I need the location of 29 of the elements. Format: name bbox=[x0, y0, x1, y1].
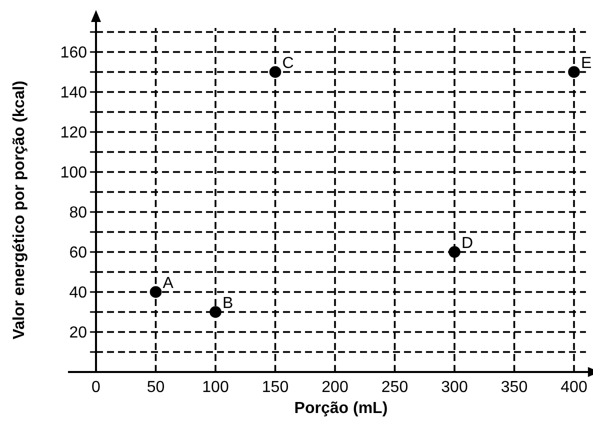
y-tick-label: 140 bbox=[60, 84, 88, 102]
annotation: D bbox=[462, 235, 474, 252]
annotation: B bbox=[222, 295, 234, 312]
annotation: E bbox=[581, 55, 592, 72]
annotation: A bbox=[162, 275, 174, 292]
x-tick-label: 50 bbox=[146, 379, 165, 396]
x-tick-label: 0 bbox=[92, 379, 101, 396]
point bbox=[150, 286, 162, 298]
point bbox=[269, 66, 282, 78]
x-tick-label: 350 bbox=[500, 379, 528, 396]
x-tick-label: 150 bbox=[262, 379, 289, 396]
y-tick-label: 60 bbox=[69, 244, 88, 262]
point bbox=[210, 306, 222, 318]
x-tick-label: 300 bbox=[441, 379, 468, 396]
y-tick-label: 160 bbox=[60, 44, 88, 62]
y-tick-label: 80 bbox=[69, 204, 88, 222]
y-tick-label: 20 bbox=[69, 324, 88, 342]
x-tick-label: 400 bbox=[560, 379, 588, 396]
annotation: C bbox=[282, 55, 294, 72]
point bbox=[568, 66, 580, 78]
x-tick-label: 100 bbox=[202, 379, 229, 396]
y-tick-label: 120 bbox=[60, 124, 88, 142]
y-tick-label: 100 bbox=[60, 164, 88, 182]
x-axis-title: Porção (mL) bbox=[294, 400, 388, 417]
x-tick-label: 250 bbox=[381, 379, 408, 396]
y-tick-label: 40 bbox=[69, 284, 88, 302]
x-tick-label: 200 bbox=[322, 379, 348, 396]
point bbox=[448, 246, 460, 258]
y-axis-title: Valor energético por porção (kcal) bbox=[11, 80, 28, 340]
